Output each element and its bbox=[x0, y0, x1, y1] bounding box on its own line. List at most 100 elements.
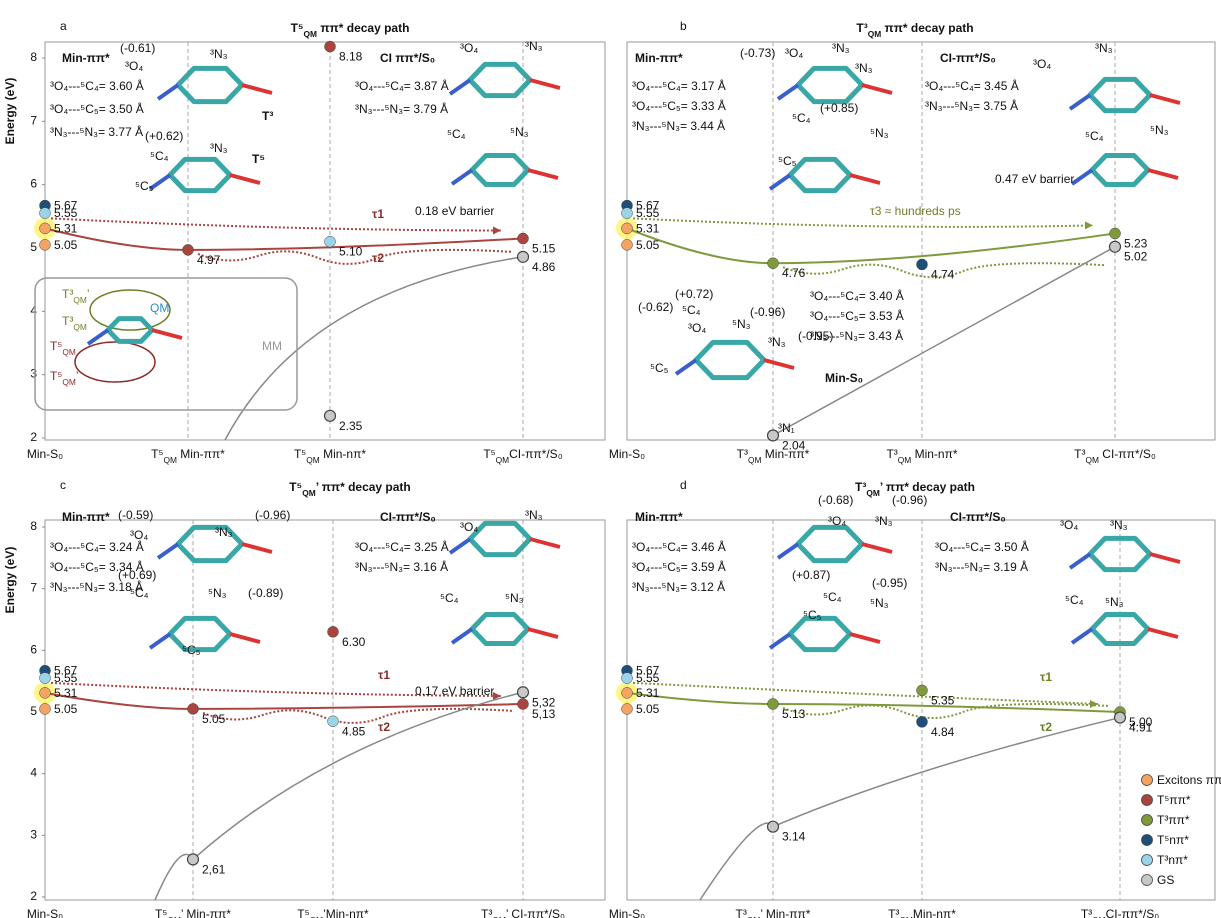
annotation: (-0.59) bbox=[118, 508, 153, 522]
x-category-label: T⁵QM Min-nπ* bbox=[294, 447, 366, 465]
subscript: QM bbox=[310, 915, 324, 918]
arrow-head bbox=[493, 691, 501, 700]
y-tick-label: 7 bbox=[30, 581, 37, 595]
legend-swatch bbox=[1141, 814, 1153, 826]
inset-ellipse bbox=[74, 341, 156, 383]
annotation: ³N₃ bbox=[215, 525, 233, 539]
text-part: Min-nπ* bbox=[320, 447, 367, 461]
text-part: ππ* decay path bbox=[881, 21, 973, 35]
y-tick-label: 5 bbox=[30, 704, 37, 718]
annotation: ³N₃---⁵N₃= 3.43 Å bbox=[810, 328, 903, 343]
y-tick-label: 4 bbox=[30, 303, 37, 317]
molecule-bond bbox=[229, 632, 261, 644]
text-part: T³ bbox=[886, 447, 897, 461]
subscript: QM bbox=[306, 455, 320, 465]
annotation: τ1 bbox=[372, 207, 384, 221]
annotation: (+0.87) bbox=[792, 568, 830, 582]
molecule-bond bbox=[86, 328, 110, 346]
molecule-bond bbox=[1147, 627, 1179, 639]
data-label: 4.85 bbox=[342, 724, 366, 738]
annotation: ⁵C₅ bbox=[778, 154, 797, 168]
annotation: ⁵C₄ bbox=[130, 586, 149, 600]
data-point bbox=[516, 250, 530, 263]
text-part: Min-nπ* bbox=[913, 907, 956, 918]
molecule-bond bbox=[156, 83, 180, 101]
annotation: ³N₃---⁵N₃= 3.19 Å bbox=[935, 559, 1028, 574]
annotation: ⁵C₄ bbox=[447, 127, 466, 141]
arrow-head bbox=[493, 226, 501, 235]
legend-label: T⁵nπ* bbox=[1157, 833, 1189, 847]
annotation: T³QM’ bbox=[62, 287, 90, 305]
y-tick-label: 3 bbox=[30, 827, 37, 841]
molecule-bond bbox=[776, 83, 800, 101]
x-category-label: Min-S₀ bbox=[27, 447, 63, 461]
ground-state-path bbox=[772, 246, 1116, 437]
annotation: ⁵C₅ bbox=[182, 643, 201, 657]
y-tick-label: 3 bbox=[30, 367, 37, 381]
annotation: (-0.68) bbox=[818, 493, 853, 507]
data-label: 5.35 bbox=[931, 693, 955, 707]
data-point bbox=[186, 853, 200, 866]
annotation: ⁵C₄ bbox=[1065, 593, 1084, 607]
annotation: ³O₄---⁵C₅= 3.53 Å bbox=[810, 308, 904, 323]
legend-label: T⁵ππ* bbox=[1157, 793, 1191, 807]
annotation: ³O₄ bbox=[460, 41, 478, 55]
molecule-bond bbox=[527, 627, 559, 639]
annotation: ³O₄ bbox=[828, 514, 846, 528]
data-label: 4.91 bbox=[1129, 721, 1153, 735]
annotation: ³N₃ bbox=[875, 514, 893, 528]
text-part: ’ Min-ππ* bbox=[181, 907, 231, 918]
data-point bbox=[327, 626, 339, 638]
annotation: ³O₄ bbox=[688, 321, 706, 335]
molecule-sketch bbox=[795, 524, 865, 564]
annotation: MM bbox=[262, 339, 282, 353]
text-part: T⁵ bbox=[294, 447, 306, 461]
subscript: QM bbox=[73, 295, 87, 305]
molecule-bond bbox=[861, 83, 893, 95]
annotation: ⁵C₄ bbox=[1085, 129, 1104, 143]
y-tick-label: 2 bbox=[30, 430, 37, 444]
chart-title: T⁵QM ππ* decay path bbox=[291, 21, 410, 39]
molecule-bond bbox=[151, 328, 183, 340]
annotation: CI-ππ*/S₀ bbox=[940, 51, 996, 65]
text-part: Min-nπ* bbox=[911, 447, 958, 461]
annotation: ³O₄---⁵C₄= 3.46 Å bbox=[632, 539, 726, 554]
decay-path bbox=[626, 691, 1121, 713]
legend-swatch bbox=[1141, 834, 1153, 846]
text-part: T³ bbox=[481, 907, 492, 918]
text-part: CI-ππ*/S₀ bbox=[509, 447, 563, 461]
annotation: ³O₄---⁵C₄= 3.40 Å bbox=[810, 288, 904, 303]
molecule-sketch bbox=[167, 156, 233, 194]
annotation: τ1 bbox=[378, 668, 390, 682]
data-label: 5.05 bbox=[54, 238, 78, 252]
annotation: T³QM bbox=[62, 314, 87, 332]
data-label: 5,32 bbox=[532, 695, 556, 709]
molecule-sketch bbox=[1089, 152, 1151, 188]
text-part: T⁵ bbox=[155, 907, 167, 918]
decay-path bbox=[626, 227, 1116, 265]
tau2-path bbox=[782, 702, 1111, 719]
annotation: (+0.85) bbox=[820, 101, 858, 115]
annotation: ³O₄---⁵C₄= 3.45 Å bbox=[925, 78, 1019, 93]
x-category-label: T⁵QM Min-ππ* bbox=[151, 447, 225, 465]
text-part: T³ bbox=[1081, 907, 1092, 918]
molecule-bond bbox=[1149, 552, 1181, 564]
data-point bbox=[916, 716, 928, 728]
annotation: ³O₄ bbox=[460, 520, 478, 534]
y-tick-label: 8 bbox=[30, 50, 37, 64]
molecule-bond bbox=[849, 632, 881, 644]
annotation: ⁵N₃ bbox=[870, 126, 889, 140]
data-label: 4.86 bbox=[532, 260, 556, 274]
legend-swatch bbox=[1141, 794, 1153, 806]
molecule-sketch bbox=[469, 611, 531, 647]
molecule-bond bbox=[1149, 93, 1181, 105]
annotation: T⁵QM’ bbox=[50, 369, 78, 387]
data-label: 5.05 bbox=[636, 238, 660, 252]
inset-ellipse bbox=[89, 289, 171, 331]
x-category-label: T⁵QM’ Min-ππ* bbox=[155, 907, 231, 918]
data-point bbox=[766, 429, 780, 442]
annotation: ³O₄ bbox=[125, 59, 143, 73]
annotation: ³O₄---⁵C₄= 3.87 Å bbox=[355, 78, 449, 93]
ground-state-path bbox=[699, 716, 1121, 901]
